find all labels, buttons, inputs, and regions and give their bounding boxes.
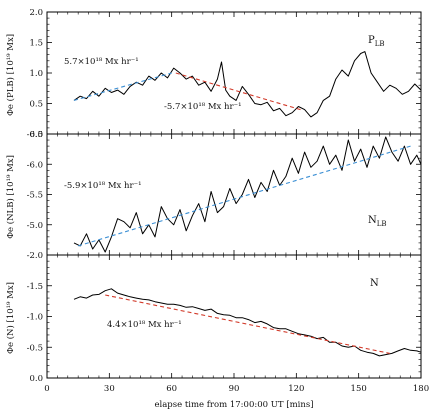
annotation-rate: -5.9×10¹⁸ Mx hr⁻¹ [64, 181, 141, 191]
svg-text:Φe (N) [10¹⁹ Mx]: Φe (N) [10¹⁹ Mx] [5, 282, 16, 354]
fit-line [175, 72, 301, 111]
x-tick-label: 90 [229, 384, 240, 394]
x-tick-label: 180 [413, 384, 429, 394]
x-axis-label: elapse time from 17:00:00 UT [mins] [154, 400, 313, 410]
x-tick-label: 0 [44, 384, 49, 394]
panel-label: N [370, 278, 379, 289]
y-tick-label: -5.0 [27, 221, 43, 231]
fit-line [78, 145, 411, 247]
annotation-rise-rate: 5.7×10¹⁸ Mx hr⁻¹ [64, 57, 139, 67]
y-tick-label: 1.0 [29, 69, 43, 79]
svg-text:Φe (PLB) [10¹⁹ Mx]: Φe (PLB) [10¹⁹ Mx] [5, 34, 16, 116]
y-tick-label: 0.0 [29, 374, 43, 384]
y-tick-label: -1.0 [27, 313, 43, 323]
y-tick-label: 0.0 [29, 130, 43, 140]
flux-series-line [73, 288, 422, 357]
y-tick-label: 1.5 [29, 39, 43, 49]
y-tick-label: 2.0 [29, 8, 43, 18]
y-tick-label: -2.0 [27, 251, 43, 261]
x-tick-label: 120 [288, 384, 304, 394]
y-tick-label: -0.5 [27, 343, 43, 353]
y-tick-label: -6.5 [27, 130, 43, 140]
y-tick-label: 0.5 [29, 100, 43, 110]
panel-n-lb: Φe (NLB) [10¹⁹ Mx] NLB -5.9×10¹⁸ Mx hr⁻¹… [5, 130, 422, 256]
panel-frame [46, 133, 422, 256]
annotation-decay-rate: -5.7×10¹⁸ Mx hr⁻¹ [164, 102, 241, 112]
panel-label: NLB [368, 215, 387, 228]
y-axis-label: Φe (N) [10¹⁹ Mx] [5, 282, 16, 354]
y-axis-label: Φe (PLB) [10¹⁹ Mx] [5, 34, 16, 116]
x-tick-label: 60 [166, 384, 177, 394]
panel-label: PLB [368, 35, 385, 48]
x-tick-label: 30 [104, 384, 115, 394]
annotation-rate: 4.4×10¹⁸ Mx hr⁻¹ [107, 320, 182, 330]
svg-text:Φe (NLB) [10¹⁹ Mx]: Φe (NLB) [10¹⁹ Mx] [5, 155, 16, 239]
y-tick-label: -5.5 [27, 191, 43, 201]
flux-series-line [73, 51, 422, 118]
y-axis-label: Φe (NLB) [10¹⁹ Mx] [5, 155, 16, 239]
y-tick-label: -6.0 [27, 160, 43, 170]
x-tick-label: 150 [351, 384, 367, 394]
fit-line [73, 72, 172, 101]
panel-p-lb: Φe (PLB) [10¹⁹ Mx] PLB 5.7×10¹⁸ Mx hr⁻¹ … [5, 8, 422, 140]
y-tick-label: -1.5 [27, 282, 43, 292]
panel-frame [46, 11, 422, 135]
flux-series-line [73, 136, 422, 253]
panel-n: Φe (N) [10¹⁹ Mx] N 4.4×10¹⁸ Mx hr⁻¹ 0.0 -… [5, 251, 422, 384]
